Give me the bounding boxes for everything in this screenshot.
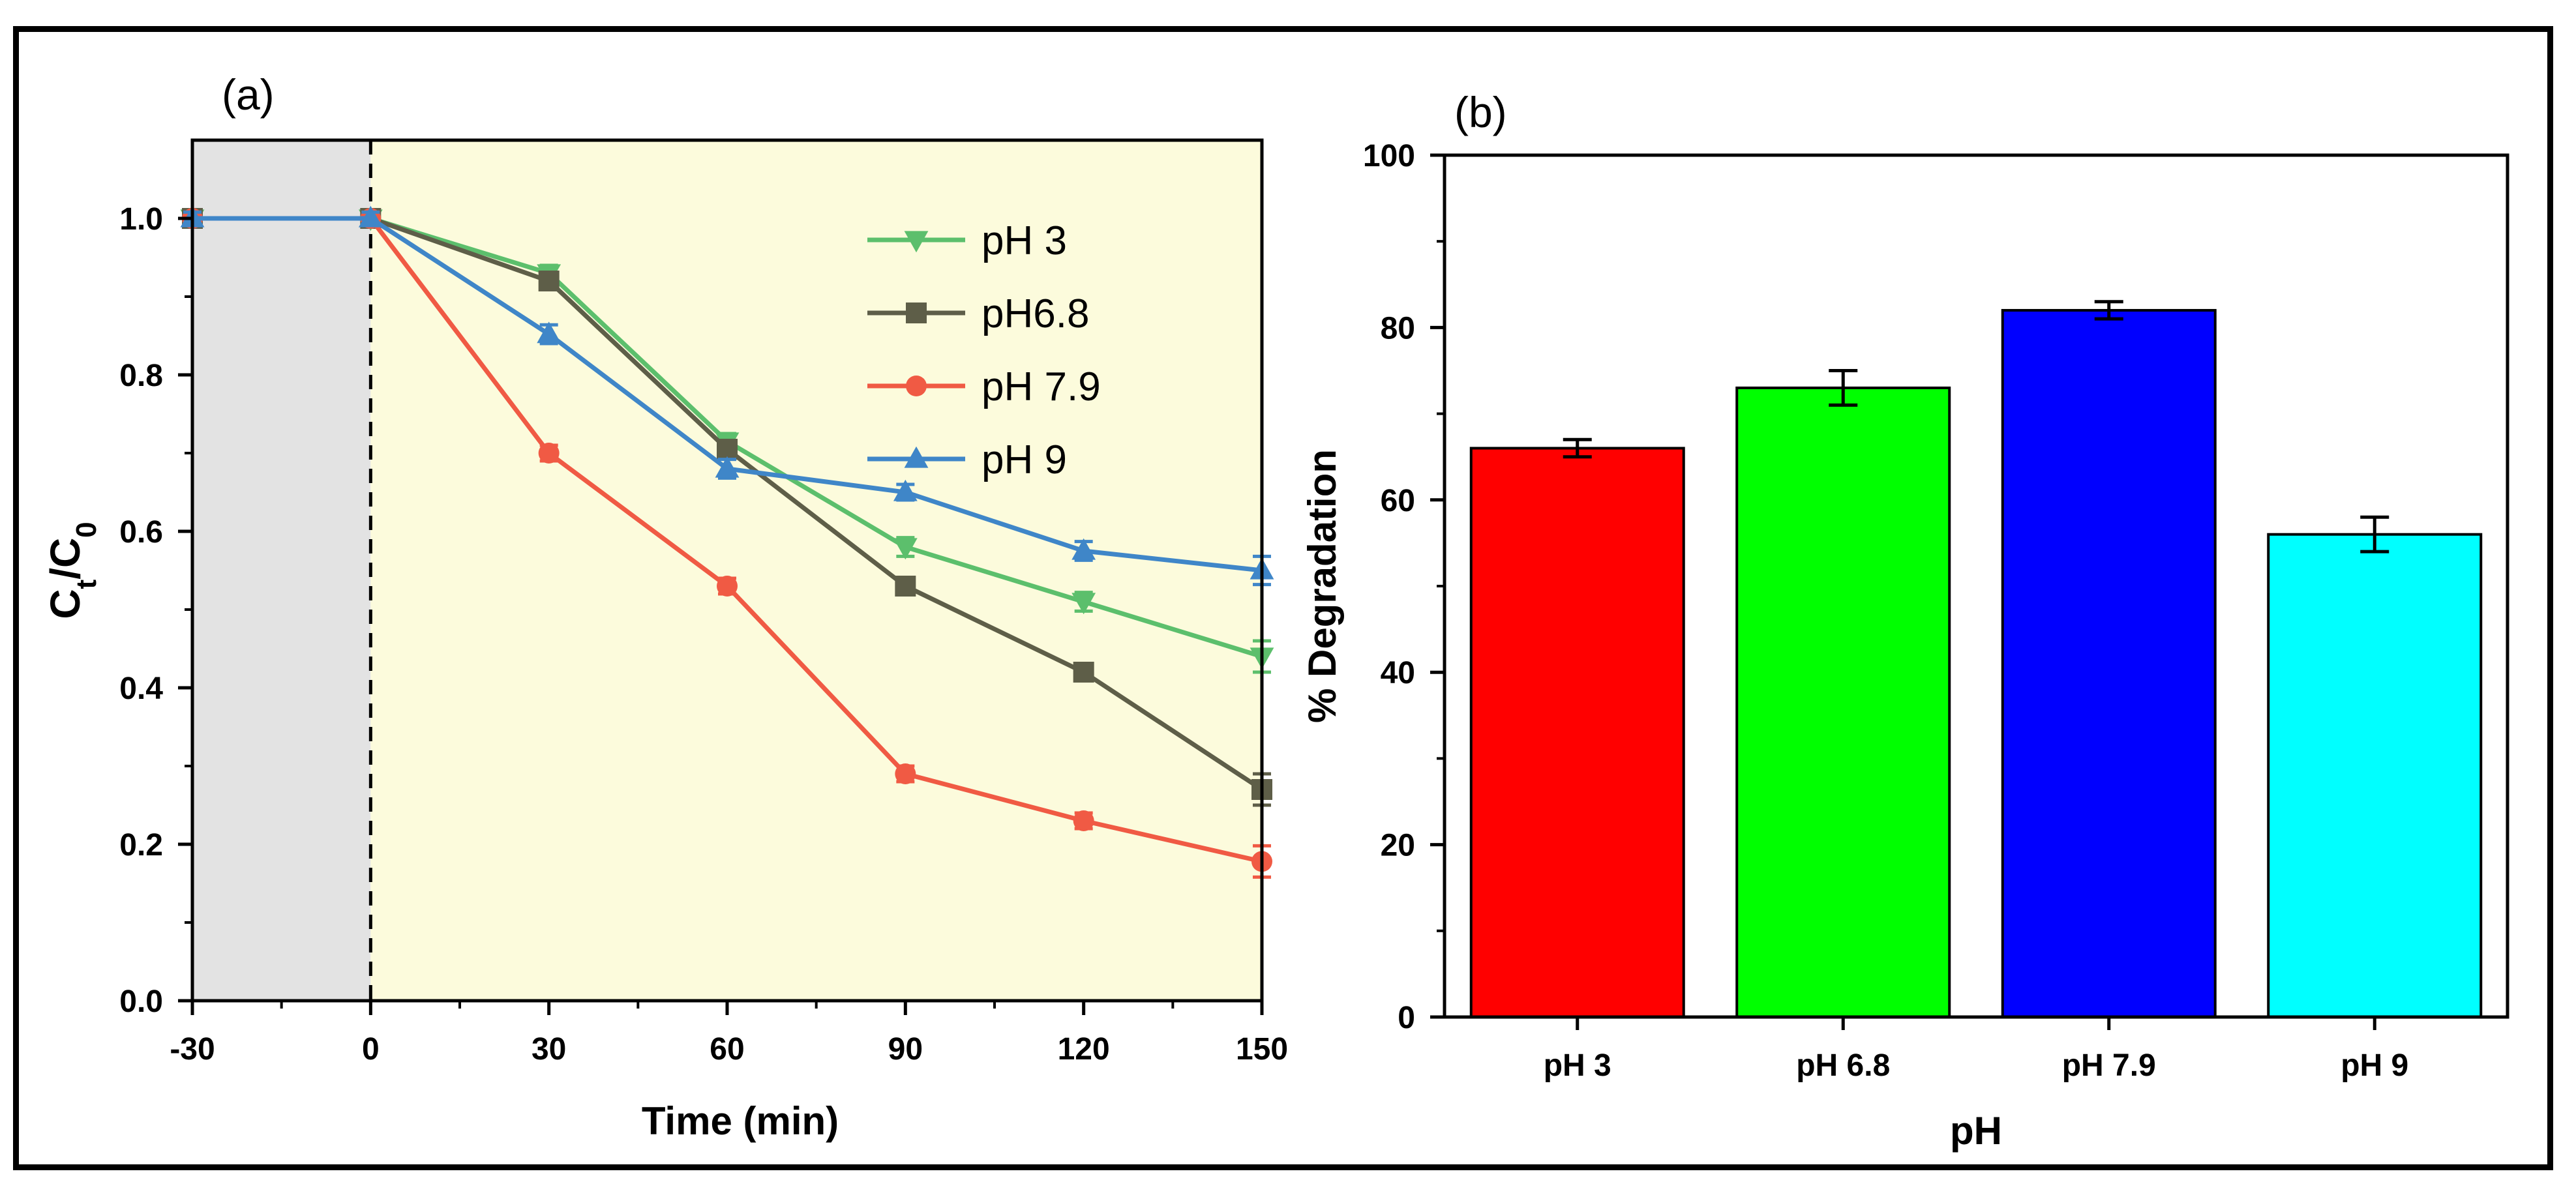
x-tick-label: 150 xyxy=(1236,1032,1288,1067)
legend: pH 3 pH6.8 pH 7.9 pH 9 xyxy=(867,218,1101,482)
y-tick-label: 0.2 xyxy=(119,828,163,863)
x-tick-label: 90 xyxy=(888,1032,923,1067)
legend-item-ph-7-9: pH 7.9 xyxy=(867,364,1101,409)
data-point xyxy=(538,443,560,464)
legend-marker xyxy=(904,446,929,468)
bar-ph-6-8 xyxy=(1735,386,1951,1018)
y-axis-label: Ct/C0 xyxy=(42,522,102,619)
x-tick-label: 30 xyxy=(532,1032,566,1067)
figure-frame xyxy=(13,26,2553,1170)
bar-ph-3 xyxy=(1469,447,1685,1018)
data-point xyxy=(1071,593,1096,615)
data-point xyxy=(895,576,916,597)
legend-label: pH 3 xyxy=(981,218,1067,263)
legend-item-ph-3: pH 3 xyxy=(867,218,1067,263)
y-tick-label: 20 xyxy=(1381,829,1415,863)
legend-label: pH6.8 xyxy=(981,291,1089,336)
data-point xyxy=(537,321,562,344)
data-point xyxy=(538,271,560,291)
y-tick-label: 100 xyxy=(1363,139,1415,173)
y-axis-label-mid: /C xyxy=(42,538,89,580)
y-tick-label: 0.4 xyxy=(119,671,163,706)
x-tick-label: pH 7.9 xyxy=(2062,1048,2156,1083)
x-tick-label: 60 xyxy=(710,1032,744,1067)
data-point xyxy=(1073,662,1094,683)
y-axis-label: % Degradation xyxy=(1300,449,1344,723)
y-tick-label: 0 xyxy=(1398,1001,1415,1035)
legend-label: pH 7.9 xyxy=(981,364,1101,409)
x-tick-label: -30 xyxy=(170,1032,215,1067)
x-axis-label: Time (min) xyxy=(642,1099,839,1143)
bar-ph-9 xyxy=(2267,533,2483,1018)
x-tick-label: pH 9 xyxy=(2341,1048,2408,1083)
panel-b-bar-chart: pH 3 pH 6.8 pH 7.9 pH 9 0 20 40 60 80 100 (b) pH … xyxy=(1300,88,2509,1153)
data-point xyxy=(893,538,918,560)
line-series-group xyxy=(180,205,1274,879)
bar-ph-7-9 xyxy=(2001,308,2217,1019)
y-axis-label-sub-t: t xyxy=(70,579,102,589)
data-point xyxy=(715,456,740,478)
data-point xyxy=(1071,538,1096,560)
panel-b-ticks: pH 3 pH 6.8 pH 7.9 pH 9 0 20 40 60 80 100 xyxy=(1363,139,2408,1083)
legend-marker xyxy=(904,231,929,253)
data-point xyxy=(893,479,918,501)
legend-label: pH 9 xyxy=(981,437,1067,482)
y-tick-label: 60 xyxy=(1381,484,1415,518)
bar-group xyxy=(1469,300,2483,1019)
dark-period-region xyxy=(192,140,371,1001)
data-point xyxy=(717,439,738,460)
data-point xyxy=(358,205,383,228)
legend-marker xyxy=(906,302,927,323)
y-tick-label: 0.0 xyxy=(119,984,163,1019)
y-tick-label: 80 xyxy=(1381,311,1415,346)
panel-b-label: (b) xyxy=(1454,88,1507,136)
y-tick-label: 0.6 xyxy=(119,515,163,550)
y-tick-label: 1.0 xyxy=(119,202,163,237)
x-tick-label: 120 xyxy=(1058,1032,1110,1067)
legend-item-ph6-8: pH6.8 xyxy=(867,291,1089,336)
light-period-region xyxy=(370,140,1263,1001)
legend-item-ph-9: pH 9 xyxy=(867,437,1067,482)
y-tick-label: 0.8 xyxy=(119,359,163,393)
y-axis-label-sub-0: 0 xyxy=(70,522,102,537)
data-point xyxy=(895,763,916,784)
data-point xyxy=(717,576,738,597)
panel-a-label: (a) xyxy=(222,70,275,119)
data-point xyxy=(1073,810,1094,831)
y-tick-label: 40 xyxy=(1381,656,1415,690)
legend-marker xyxy=(906,376,927,396)
x-tick-label: pH 3 xyxy=(1544,1048,1611,1083)
x-tick-label: 0 xyxy=(362,1032,380,1067)
x-tick-label: pH 6.8 xyxy=(1796,1048,1890,1083)
y-axis-label-c: C xyxy=(42,589,89,619)
panel-a-ticks: -30 0 30 60 90 120 150 0.0 0.2 0.4 0.6 0.8 1.0 xyxy=(119,202,1288,1067)
x-axis-label: pH xyxy=(1950,1109,2002,1153)
